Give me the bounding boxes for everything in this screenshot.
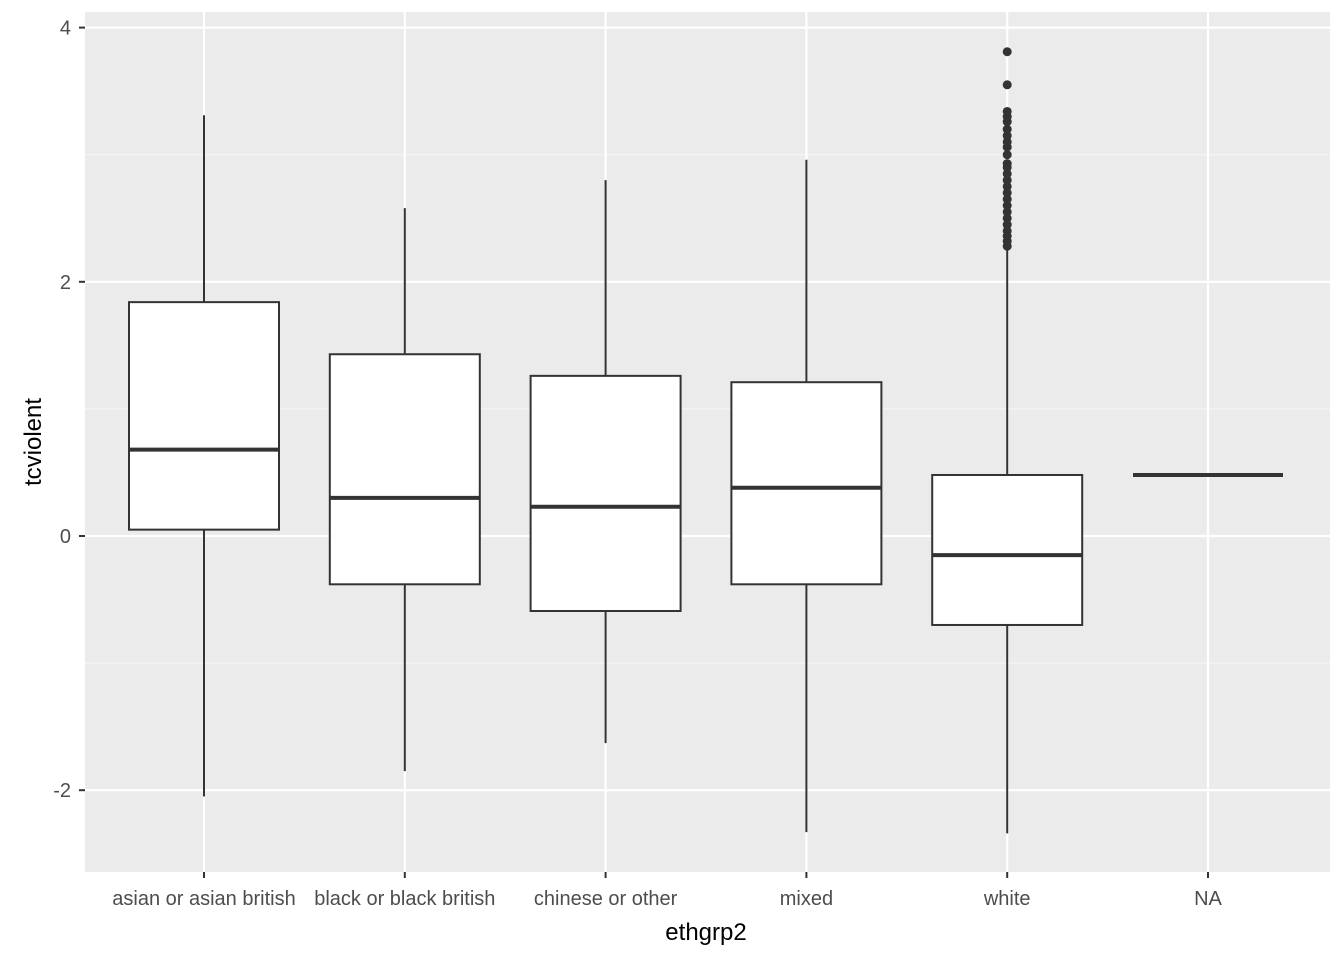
box-iqr	[328, 353, 481, 586]
box-iqr	[128, 301, 280, 531]
outlier-point	[1002, 188, 1012, 198]
outlier-point	[1002, 137, 1012, 147]
box-iqr	[529, 374, 682, 612]
outlier-point	[1002, 181, 1012, 191]
box-group	[128, 115, 280, 797]
y-tick-label: 2	[60, 272, 71, 294]
y-tick-label: 0	[60, 526, 71, 548]
outlier-point	[1002, 150, 1012, 160]
y-tick-label: -2	[53, 780, 71, 802]
x-axis-title: ethgrp2	[665, 919, 746, 946]
outlier-point	[1002, 80, 1012, 90]
x-tick-label: NA	[1194, 888, 1222, 910]
outlier-point	[1002, 213, 1012, 223]
outlier-point	[1002, 131, 1012, 141]
outlier-point	[1002, 106, 1012, 116]
outlier-point	[1002, 175, 1012, 185]
box-iqr	[931, 473, 1084, 626]
outlier-point	[1002, 169, 1012, 179]
axes-layer: -2 0 2 4 asian or asian british black or blac…	[53, 18, 1222, 910]
x-tick-label: chinese or other	[534, 888, 678, 910]
plot-panel	[85, 12, 1330, 872]
x-tick-label: black or black british	[314, 888, 495, 910]
box-group	[328, 208, 481, 772]
y-tick-label: 4	[60, 18, 71, 40]
outlier-point	[1002, 220, 1012, 230]
outlier-point	[1002, 47, 1012, 57]
outlier-point	[1002, 226, 1012, 236]
box-group	[730, 159, 883, 833]
boxes-layer	[128, 47, 1283, 834]
x-tick-label: asian or asian british	[112, 888, 295, 910]
y-axis-title: tcviolent	[20, 398, 47, 486]
outlier-point	[1002, 159, 1012, 169]
box-group	[931, 47, 1084, 834]
outlier-point	[1002, 201, 1012, 211]
box-iqr	[730, 381, 883, 586]
x-tick-label: mixed	[780, 888, 833, 910]
box-group	[529, 180, 682, 744]
outlier-point	[1002, 207, 1012, 217]
outlier-point	[1002, 194, 1012, 204]
outlier-point	[1002, 124, 1012, 134]
x-tick-label: white	[983, 888, 1031, 910]
